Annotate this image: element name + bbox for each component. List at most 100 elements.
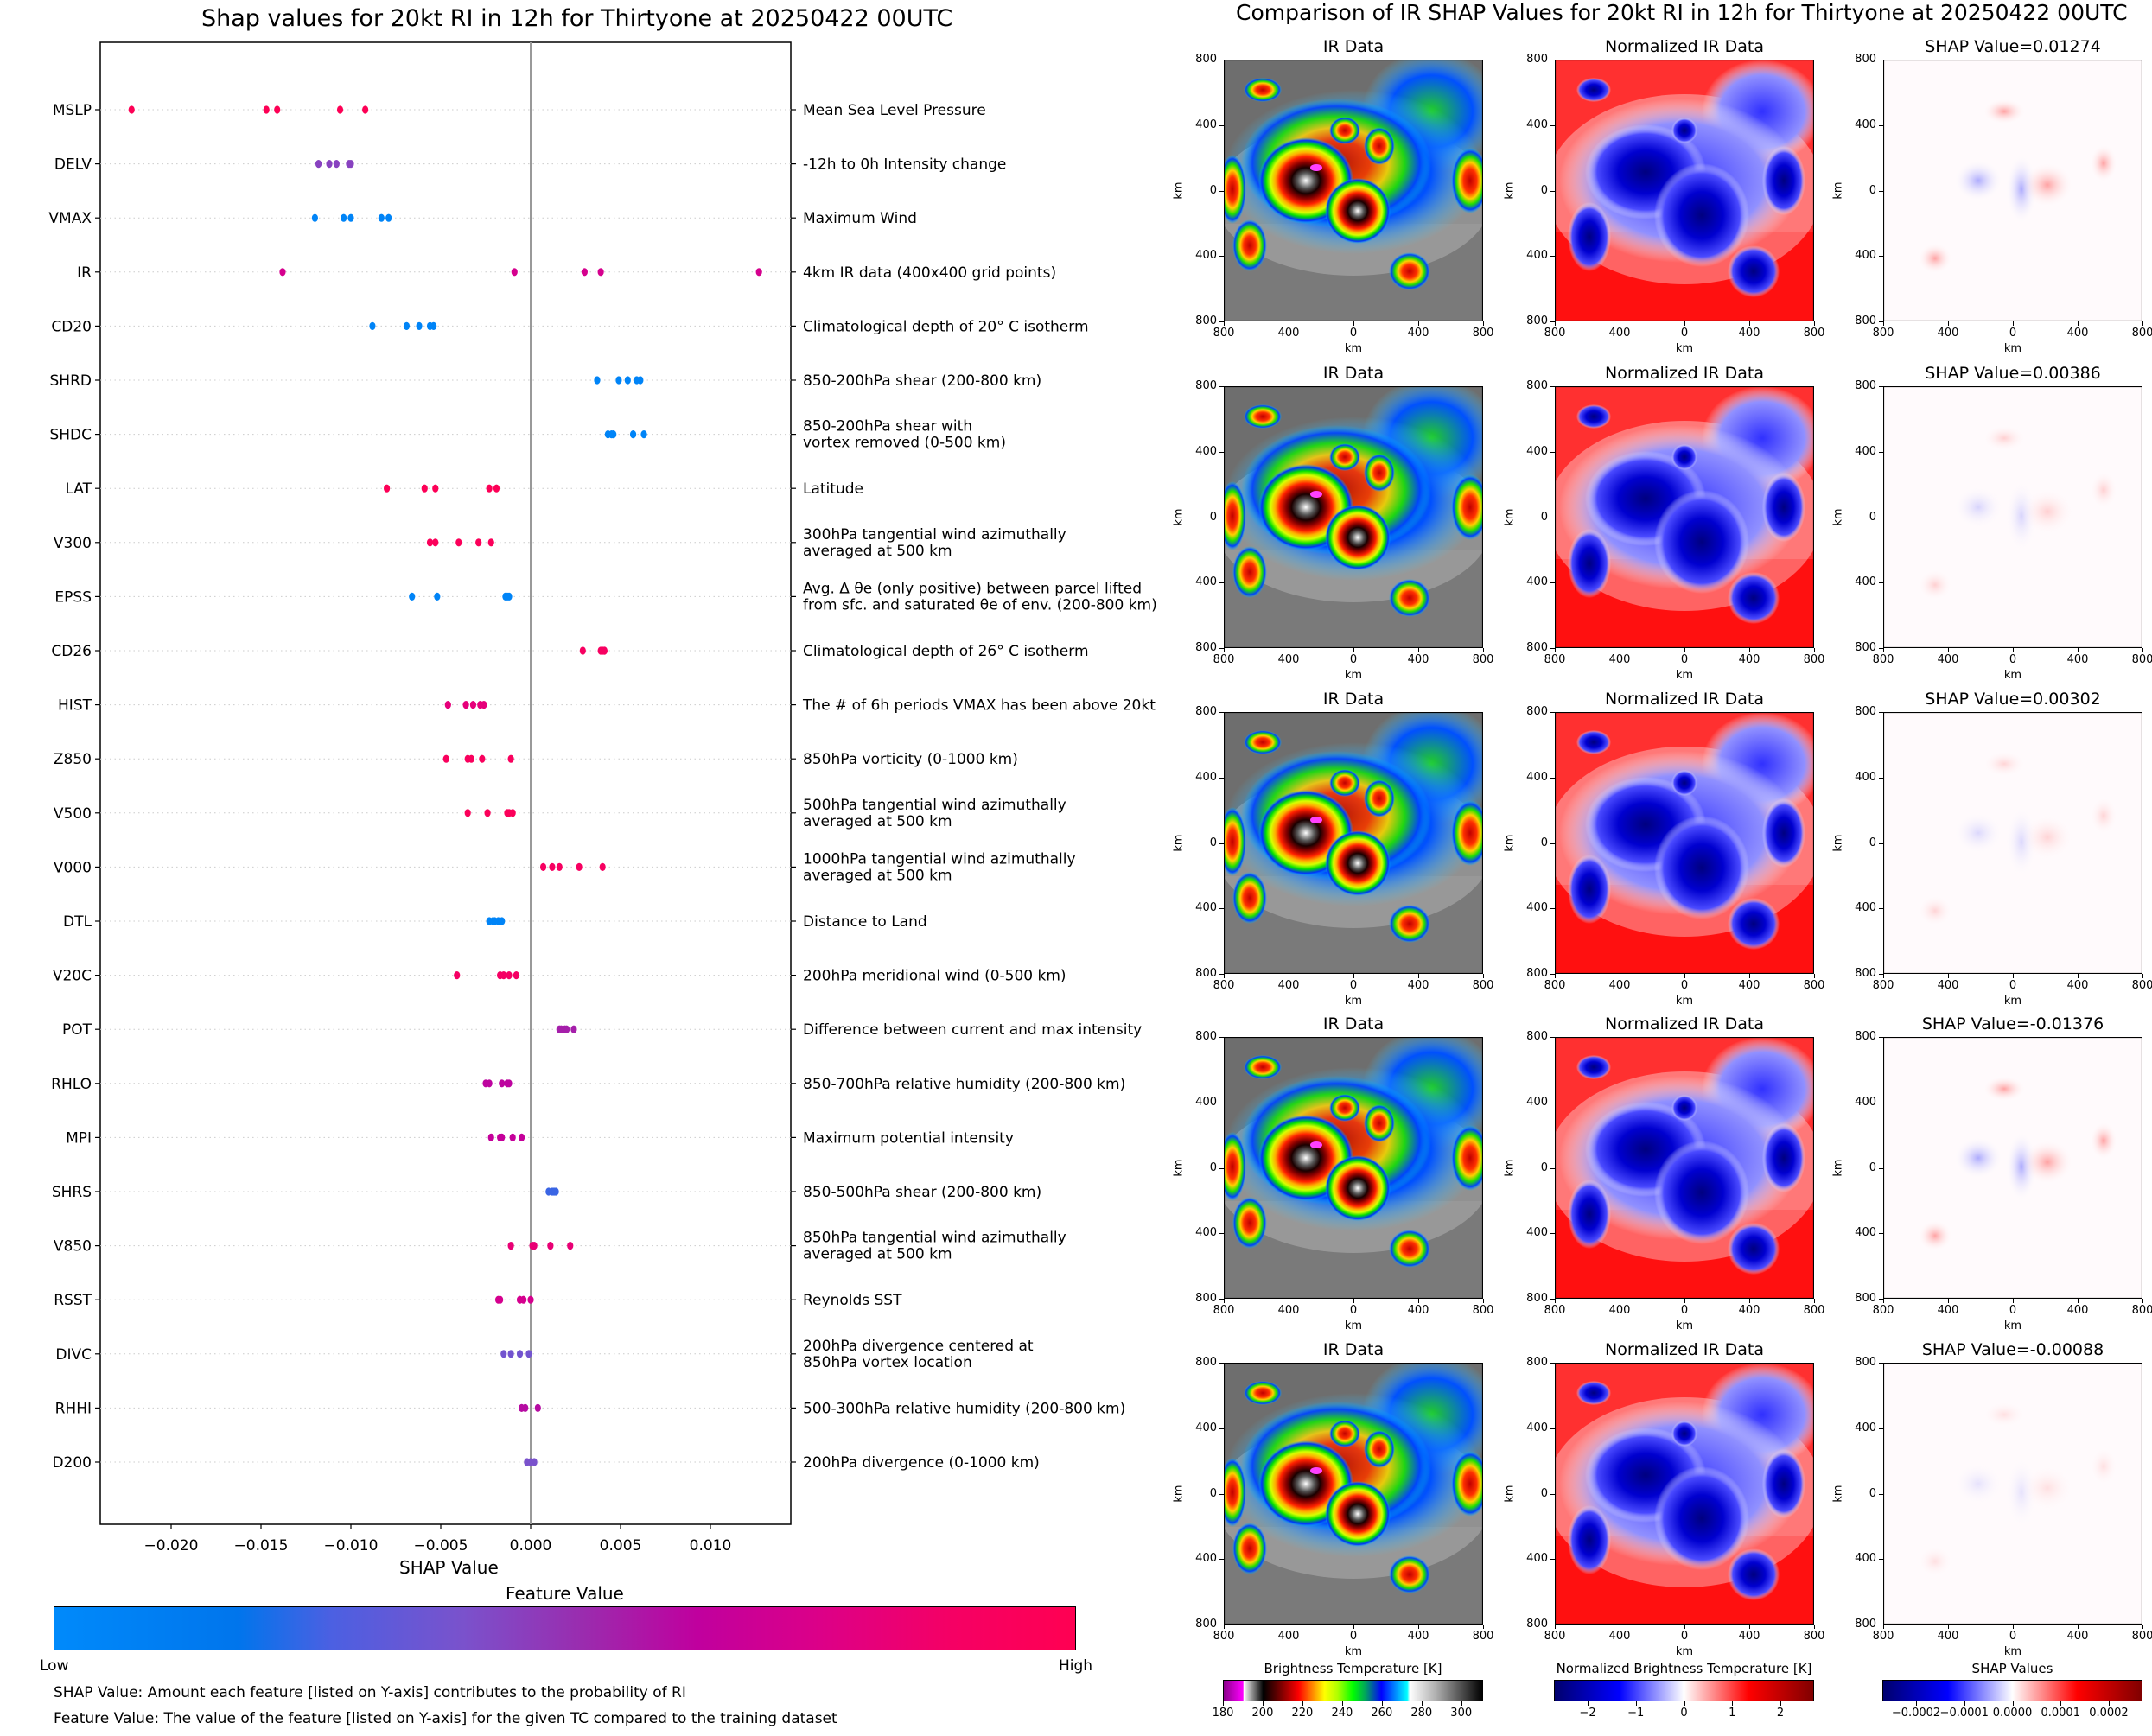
x-tick-label: 800 <box>2131 1304 2152 1317</box>
x-tick-mark <box>1814 648 1815 652</box>
shap-point <box>519 1133 525 1141</box>
x-tick-mark <box>1555 321 1556 326</box>
y-tick-mark <box>1550 321 1555 322</box>
feature-description: vortex removed (0-500 km) <box>803 435 1006 452</box>
shap-point <box>506 1079 513 1088</box>
x-tick-mark <box>1555 1625 1556 1629</box>
shap-point <box>416 321 423 330</box>
feature-label: LAT <box>65 480 92 498</box>
colorbar-tick-label: −0.0002 <box>1891 1707 1941 1720</box>
colorbar-tick-label: 200 <box>1251 1707 1274 1720</box>
shap-map-panel-row-3 <box>1883 712 2142 974</box>
shap-point <box>549 862 556 872</box>
y-tick-mark <box>1550 1037 1555 1038</box>
panel-title: IR Data <box>1322 1340 1385 1359</box>
y-tick-mark <box>1550 451 1555 453</box>
x-tick-mark <box>1353 648 1354 652</box>
y-axis-label: km <box>1172 833 1186 852</box>
x-tick-label: 800 <box>1872 979 1894 992</box>
normalized-ir-data-panel-row-3 <box>1555 712 1814 974</box>
shap-point <box>567 1242 574 1250</box>
y-tick-mark <box>1879 1428 1883 1429</box>
colorbar-tick-label: 1 <box>1729 1707 1736 1720</box>
y-tick-mark <box>1219 1233 1224 1235</box>
feature-description: averaged at 500 km <box>803 867 952 884</box>
y-tick-mark <box>1879 712 1883 713</box>
colorbar-tick-label: −1 <box>1627 1707 1645 1720</box>
feature-description: 4km IR data (400x400 grid points) <box>803 264 1056 282</box>
y-tick-label: 0 <box>1869 1486 1876 1500</box>
ir-data-panel-row-5 <box>1224 1363 1483 1625</box>
y-tick-label: 400 <box>1195 1095 1217 1109</box>
feature-row-ir: IR 4km IR data (400x400 grid points) <box>77 264 1056 282</box>
feature-row-vmax: VMAX Maximum Wind <box>48 210 916 227</box>
y-tick-label: 0 <box>1540 183 1548 197</box>
x-tick-label: 0 <box>2009 327 2017 340</box>
feature-label: EPSS <box>54 588 92 606</box>
x-tick-label: 800 <box>1213 979 1235 992</box>
y-tick-label: 800 <box>1195 53 1217 66</box>
x-tick-label: 400 <box>2066 979 2089 992</box>
x-tick-label: 0 <box>2009 1630 2017 1643</box>
x-tick-mark <box>1684 1625 1685 1629</box>
colorbar-tick-mark <box>1780 1701 1781 1706</box>
colorbar-title: Brightness Temperature [K] <box>1264 1661 1442 1676</box>
y-tick-label: 800 <box>1526 379 1548 392</box>
feature-description: averaged at 500 km <box>803 813 952 830</box>
x-tick-label: 0 <box>1349 979 1358 992</box>
y-tick-mark <box>1550 386 1555 387</box>
shap-point <box>442 754 449 763</box>
x-tick-label: 400 <box>1738 979 1760 992</box>
x-axis-label: km <box>1675 1319 1694 1332</box>
feature-description: 850hPa tangential wind azimuthally <box>803 1230 1066 1247</box>
shap-point <box>507 1350 514 1358</box>
left-chart-title: Shap values for 20kt RI in 12h for Thirt… <box>201 5 953 32</box>
shap-point <box>311 213 318 222</box>
y-tick-label: 800 <box>1195 1030 1217 1043</box>
shap-point <box>755 268 762 277</box>
feature-description: Climatological depth of 26° C isotherm <box>803 643 1089 660</box>
x-tick-label: 400 <box>1407 1304 1429 1317</box>
shap-point <box>500 1350 507 1358</box>
x-tick-mark <box>2142 321 2143 326</box>
x-tick-label: 800 <box>2131 327 2152 340</box>
y-tick-mark <box>1550 1363 1555 1364</box>
panel-title: IR Data <box>1322 37 1385 56</box>
x-tick-label: 400 <box>1407 327 1429 340</box>
feature-label: DELV <box>54 156 92 174</box>
y-tick-label: 400 <box>1195 1552 1217 1566</box>
normalized-ir-data-panel-row-4 <box>1555 1037 1814 1299</box>
x-tick-mark <box>2013 321 2014 326</box>
shap-point <box>454 971 461 980</box>
colorbar-title: Normalized Brightness Temperature [K] <box>1556 1661 1812 1676</box>
y-tick-mark <box>1219 648 1224 649</box>
y-tick-mark <box>1219 712 1224 713</box>
y-tick-label: 400 <box>1526 1226 1548 1240</box>
y-tick-mark <box>1879 1559 1883 1561</box>
colorbar-tick-mark <box>1635 1701 1637 1706</box>
feature-row-epss: EPSS Avg. Δ θe (only positive) between pa… <box>54 580 1156 614</box>
panel-title: Normalized IR Data <box>1605 1340 1764 1359</box>
x-axis-label: km <box>1675 995 1694 1008</box>
shap-point <box>369 321 376 330</box>
feature-row-dtl: DTL Distance to Land <box>63 913 927 931</box>
x-tick-mark <box>2078 1299 2079 1303</box>
colorbar-tick-mark <box>1421 1701 1423 1706</box>
feature-row-hist: HIST The # of 6h periods VMAX has been ab… <box>58 697 1156 715</box>
x-tick-label: 400 <box>1738 653 1760 666</box>
y-tick-mark <box>1219 124 1224 126</box>
y-tick-mark <box>1219 582 1224 584</box>
y-tick-label: 0 <box>1869 836 1876 849</box>
y-tick-label: 800 <box>1855 1618 1876 1631</box>
x-axis-label: SHAP Value <box>399 1557 499 1578</box>
y-tick-label: 400 <box>1855 1552 1876 1566</box>
shap-point <box>421 484 428 493</box>
shap-point <box>563 1025 570 1033</box>
x-tick-mark <box>1749 1625 1750 1629</box>
shap-point <box>552 1187 559 1196</box>
x-tick-label: 800 <box>1544 1630 1566 1643</box>
x-tick-mark <box>1814 321 1815 326</box>
x-tick-mark <box>1684 648 1685 652</box>
y-axis-label: km <box>1172 1484 1186 1503</box>
y-tick-label: 400 <box>1855 1421 1876 1434</box>
